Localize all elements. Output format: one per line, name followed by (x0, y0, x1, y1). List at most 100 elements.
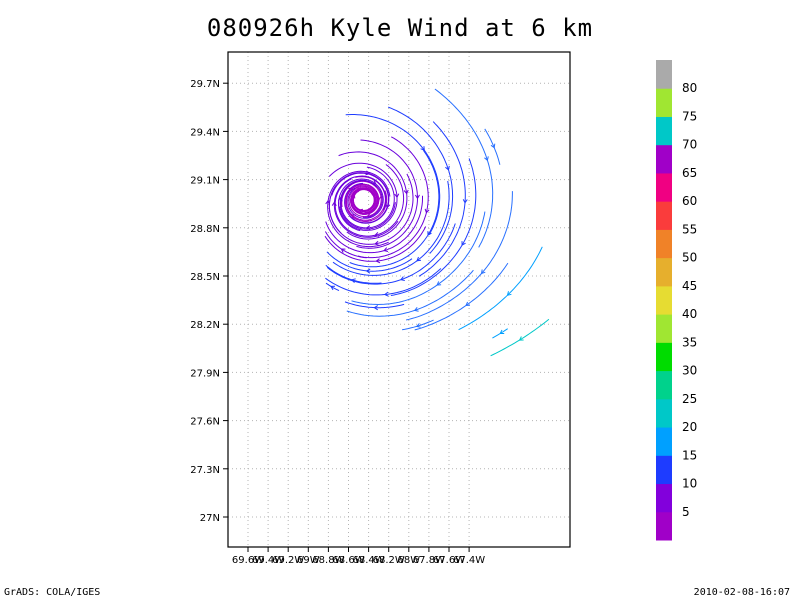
streamline (346, 269, 474, 317)
footer-timestamp: 2010-02-08-16:07 (693, 587, 790, 598)
streamline-arrow (373, 305, 379, 311)
x-tick-label: 68.6W (332, 555, 364, 566)
x-tick-label: 69.2W (272, 555, 304, 566)
colorbar-segment (656, 398, 672, 428)
streamline-arrow (420, 146, 425, 151)
streamline-arrow (506, 291, 512, 296)
y-tick-label: 29.7N (190, 79, 220, 90)
y-tick-label: 28.5N (190, 272, 220, 283)
colorbar-segment (656, 257, 672, 287)
colorbar-label: 10 (682, 477, 697, 491)
streamline (325, 282, 340, 292)
colorbar-segment (656, 427, 672, 456)
colorbar-segment (656, 229, 672, 259)
colorbar-label: 80 (682, 81, 697, 95)
streamline (405, 191, 513, 321)
x-tick-label: 68.8W (312, 555, 344, 566)
streamline-arrow (375, 258, 381, 264)
colorbar-label: 15 (682, 448, 697, 462)
colorbar-segment (656, 342, 672, 372)
streamlines (324, 88, 550, 357)
y-tick-label: 28.2N (190, 320, 220, 331)
colorbar-label: 20 (682, 420, 697, 434)
streamline (458, 246, 543, 331)
streamline (414, 262, 509, 331)
streamline-arrow (383, 291, 389, 297)
colorbar-label: 50 (682, 251, 697, 265)
streamline-arrow (480, 269, 486, 275)
colorbar-label: 65 (682, 166, 697, 180)
y-tick-label: 29.4N (190, 127, 220, 138)
streamline-arrow (424, 208, 430, 214)
streamline (490, 318, 550, 357)
x-tick-label: 69.6W (232, 555, 264, 566)
streamline-arrow (413, 306, 419, 312)
x-tick-label: 67.6W (433, 555, 465, 566)
x-tick-label: 68W (397, 555, 420, 566)
streamline-arrow (484, 156, 489, 162)
x-tick-labels: 69.6W69.4W69.2W69W68.8W68.6W68.4W68.2W68… (232, 547, 485, 566)
x-tick-label: 67.8W (413, 555, 445, 566)
y-tick-labels: 27N 27.3N 27.6N 27.9N 28.2N 28.5N 28.8N 29.1N 29… (190, 79, 228, 524)
streamline-arrow (403, 189, 409, 195)
colorbar-label: 5 (682, 505, 690, 519)
colorbar-label: 70 (682, 138, 697, 152)
streamline-arrow (490, 143, 496, 149)
streamline-arrow (436, 281, 442, 286)
x-tick-label: 68.2W (373, 555, 405, 566)
colorbar-segment (656, 511, 672, 541)
streamline-arrow (350, 278, 356, 284)
streamline-arrow (462, 199, 468, 204)
colorbar-label: 55 (682, 222, 697, 236)
colorbar-segment (656, 455, 672, 485)
streamline-arrow (414, 194, 420, 200)
colorbar-segment (656, 116, 672, 146)
chart-title: 080926h Kyle Wind at 6 km (206, 14, 594, 42)
streamline (402, 319, 434, 331)
x-tick-label: 67.4W (453, 555, 485, 566)
colorbar-segment (656, 172, 672, 202)
streamline-arrow (445, 165, 450, 171)
colorbar-label: 35 (682, 335, 697, 349)
streamline-arrow (330, 285, 336, 291)
colorbar-segment (656, 201, 672, 230)
streamline-arrow (416, 256, 422, 262)
streamline-arrow (337, 196, 343, 202)
colorbar-label: 30 (682, 364, 697, 378)
colorbar-segment (656, 314, 672, 343)
grid-lines (228, 52, 570, 547)
streamline (324, 226, 427, 262)
footer-credit: GrADS: COLA/IGES (4, 587, 101, 598)
streamline-arrow (365, 268, 371, 274)
streamline-arrow (325, 199, 331, 205)
streamline-arrow (499, 329, 505, 334)
streamline (388, 106, 454, 254)
colorbar: 5 10 15 20 25 30 35 40 45 50 55 60 65 70 75 80 (656, 60, 697, 541)
colorbar-segment (656, 60, 672, 89)
streamline (326, 223, 456, 285)
streamline-arrow (374, 240, 379, 246)
streamline (326, 251, 413, 272)
colorbar-segment (656, 483, 672, 513)
streamline-arrow (465, 301, 471, 307)
streamline-arrow (415, 323, 421, 328)
colorbar-label: 25 (682, 392, 697, 406)
colorbar-segment (656, 285, 672, 315)
colorbar-label: 45 (682, 279, 697, 293)
y-tick-label: 27.3N (190, 465, 220, 476)
streamline-arrow (518, 336, 524, 341)
y-tick-label: 29.1N (190, 176, 220, 187)
colorbar-segment (656, 370, 672, 400)
x-tick-label: 68.4W (353, 555, 385, 566)
streamline-arrow (427, 231, 432, 236)
colorbar-segment (656, 144, 672, 174)
streamline-arrow (331, 201, 337, 206)
x-tick-label: 69.4W (252, 555, 284, 566)
y-tick-label: 27N (200, 513, 220, 524)
streamline-arrow (461, 241, 466, 246)
colorbar-label: 75 (682, 109, 697, 123)
streamline-arrow (399, 276, 405, 281)
y-tick-label: 27.9N (190, 368, 220, 379)
y-tick-label: 27.6N (190, 417, 220, 428)
